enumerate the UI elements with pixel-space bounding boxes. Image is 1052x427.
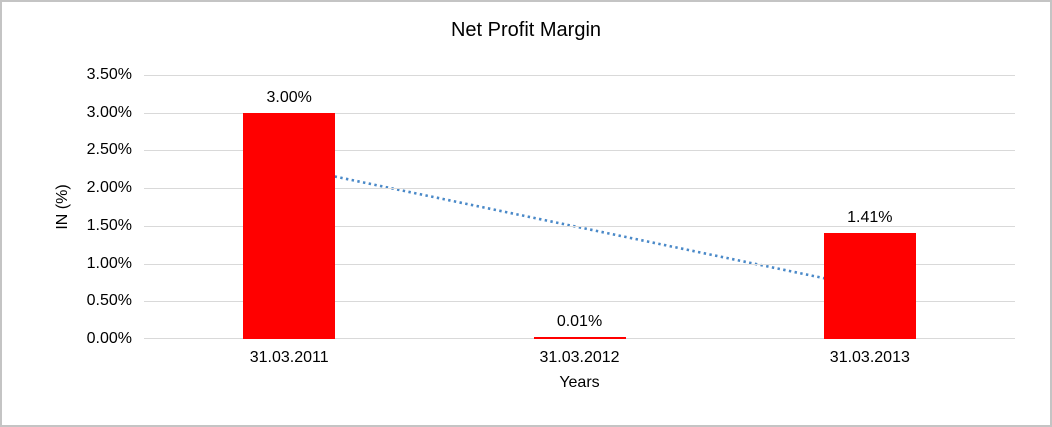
y-tick-label: 1.50%: [86, 216, 132, 234]
gridline: [144, 75, 1015, 76]
bar-31.03.2013: [823, 232, 916, 339]
x-tick-label: 31.03.2011: [249, 349, 329, 366]
chart-title: Net Profit Margin: [450, 19, 602, 41]
y-tick-label: 3.00%: [86, 103, 132, 121]
y-tick-label: 1.00%: [86, 254, 132, 272]
bar-data-label: 3.00%: [266, 88, 312, 106]
trendline: [288, 165, 871, 289]
y-tick-label: 2.50%: [86, 141, 132, 159]
x-tick-label: 31.03.2012: [539, 349, 620, 366]
y-tick-label: 0.00%: [86, 330, 132, 347]
y-tick-label: 2.00%: [86, 179, 132, 197]
bar-31.03.2011: [243, 112, 336, 339]
x-axis-title: Years: [559, 374, 600, 391]
gridline: [144, 188, 1015, 190]
bar-31.03.2012: [533, 337, 626, 339]
y-tick-label: 0.50%: [86, 292, 132, 310]
x-tick-label: 31.03.2013: [829, 349, 910, 366]
bar-data-label: 1.41%: [847, 208, 893, 226]
gridline: [144, 112, 1015, 114]
trendline-path: [288, 165, 871, 289]
gridline: [144, 301, 1015, 303]
gridline: [144, 263, 1015, 265]
gridline: [144, 225, 1015, 227]
gridline: [144, 150, 1015, 152]
bar-data-label: 0.01%: [556, 313, 603, 330]
plot-area: 3.00% 0.01% 1.41%: [144, 75, 1015, 339]
y-tick-label: 3.50%: [86, 66, 132, 83]
